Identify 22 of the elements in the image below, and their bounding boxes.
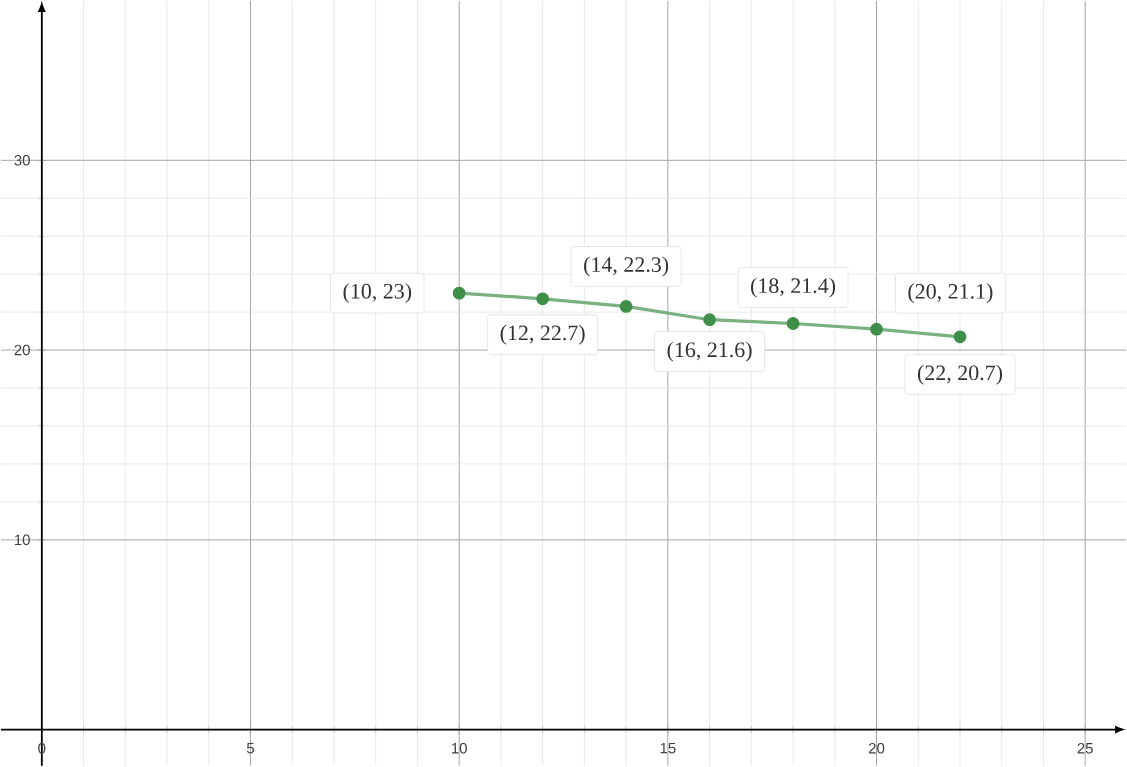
- x-tick-label: 25: [1077, 743, 1093, 754]
- text: (16, 21.6): [667, 341, 752, 362]
- text: (20, 21.1): [908, 283, 993, 304]
- text: (14, 22.3): [584, 256, 669, 277]
- point: [703, 313, 716, 327]
- x-tick-label: 15: [660, 743, 676, 754]
- x-tick-label: 5: [246, 743, 255, 754]
- point: [870, 323, 883, 336]
- point: [786, 317, 800, 331]
- point: [619, 300, 633, 314]
- text: (10, 23): [343, 283, 412, 304]
- y-tick-label: 30: [14, 155, 30, 166]
- text: (22, 20.7): [917, 365, 1003, 385]
- x-tick-label: 20: [868, 743, 885, 754]
- text: (12, 22.7): [500, 325, 585, 345]
- point: [953, 330, 967, 344]
- point: [452, 286, 466, 300]
- text: (18, 21.4): [751, 277, 836, 298]
- y-tick-label: 20: [14, 344, 30, 356]
- y-tick-label: 10: [14, 534, 30, 546]
- x-tick-label: 10: [451, 743, 467, 754]
- point: [536, 292, 550, 306]
